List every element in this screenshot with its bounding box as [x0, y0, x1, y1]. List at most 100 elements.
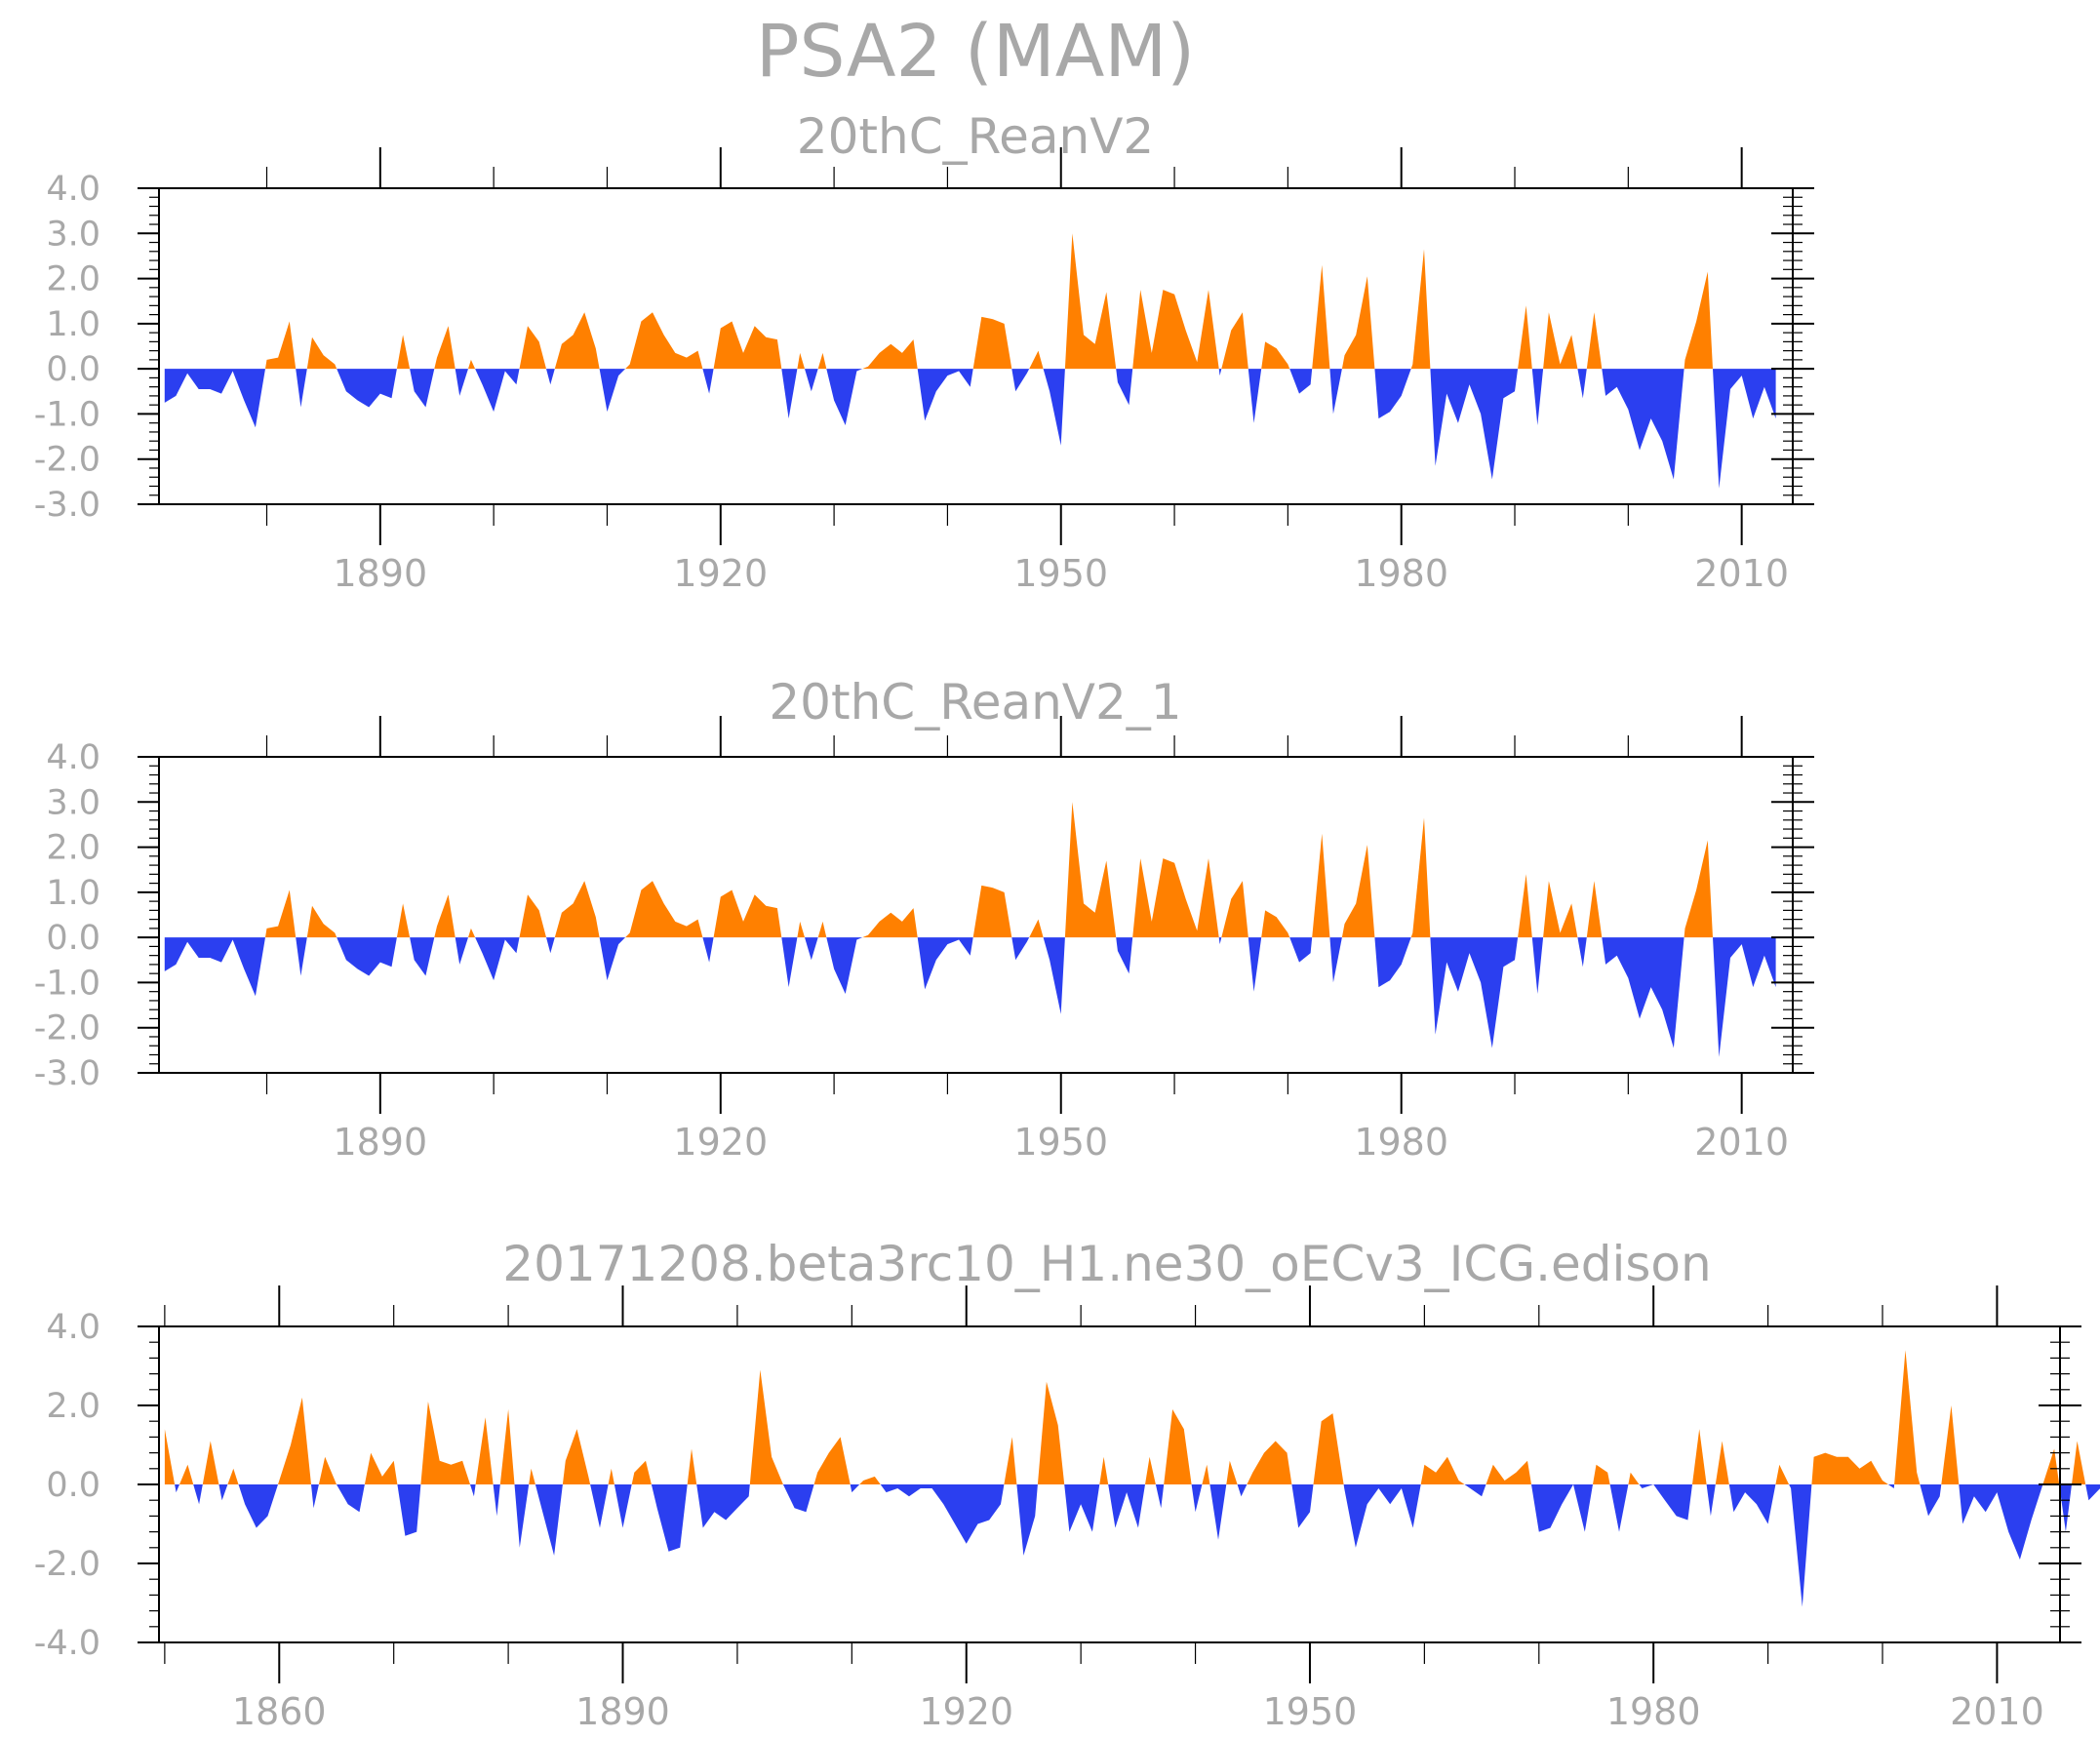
positive-area — [1029, 919, 1044, 938]
x-tick-label: 2010 — [1694, 1121, 1789, 1164]
negative-anomaly-series — [164, 369, 1776, 489]
y-tick-label: -4.0 — [34, 1624, 100, 1663]
x-axis: 1890 1920 1950 1980 2010 — [265, 147, 1789, 595]
panel-20thc-reanv2: 20thC_ReanV2 4.0 3.0 2.0 1.0 0.0 -1.0 -2.0 -3.0… — [34, 108, 1814, 595]
negative-area — [546, 937, 555, 954]
x-tick-label: 1980 — [1606, 1690, 1701, 1733]
negative-area — [1609, 1484, 1629, 1532]
positive-area — [608, 1468, 614, 1484]
negative-area — [546, 369, 555, 385]
positive-area — [972, 885, 1012, 938]
positive-area — [1518, 874, 1532, 938]
y-axis: 4.0 2.0 0.0 -2.0 -4.0 — [34, 1308, 2081, 1663]
positive-area — [1811, 1452, 1888, 1484]
negative-area — [1016, 1484, 1038, 1556]
y-tick-label: -1.0 — [34, 964, 100, 1003]
negative-anomaly-series — [164, 937, 1776, 1057]
positive-area — [396, 335, 411, 370]
y-tick-label: 3.0 — [46, 783, 100, 822]
negative-area — [470, 1484, 476, 1497]
x-tick-label: 1980 — [1354, 552, 1448, 595]
panel-e3sm-edison: 20171208.beta3rc10_H1.ne30_oECv3_ICG.edi… — [34, 1236, 2100, 1733]
panel-title: 20171208.beta3rc10_H1.ne30_oECv3_ICG.edi… — [502, 1236, 1711, 1292]
negative-area — [1289, 937, 1313, 963]
negative-area — [1728, 1484, 1776, 1524]
negative-area — [1430, 937, 1519, 1048]
x-axis: 1890 1920 1950 1980 2010 — [265, 716, 1789, 1164]
positive-area — [1420, 1456, 1465, 1484]
x-tick-label: 1890 — [575, 1690, 670, 1733]
negative-area — [1218, 369, 1222, 376]
positive-area — [519, 894, 546, 938]
negative-area — [1343, 1484, 1421, 1548]
positive-area — [1486, 1460, 1531, 1484]
positive-area — [554, 312, 600, 370]
negative-area — [1464, 1484, 1486, 1497]
positive-area — [1261, 341, 1290, 370]
x-axis: 1860 1890 1920 1950 1980 2010 — [164, 1285, 2044, 1733]
y-tick-label: -3.0 — [34, 1054, 100, 1093]
positive-area — [1684, 271, 1713, 370]
negative-area — [781, 937, 798, 988]
positive-area — [1164, 1409, 1192, 1484]
negative-area — [1602, 937, 1684, 1048]
positive-area — [164, 1429, 176, 1484]
negative-area — [917, 937, 973, 990]
negative-area — [826, 937, 863, 994]
x-tick-label: 1950 — [1013, 552, 1108, 595]
negative-area — [1374, 369, 1411, 419]
positive-area — [1037, 1381, 1065, 1484]
positive-area — [1593, 1464, 1610, 1484]
negative-area — [1573, 1484, 1593, 1532]
y-tick-label: -2.0 — [34, 1009, 100, 1048]
y-axis: 4.0 3.0 2.0 1.0 0.0 -1.0 -2.0 -3.0 — [34, 738, 1814, 1093]
positive-area — [529, 1468, 535, 1484]
positive-area — [972, 316, 1012, 370]
negative-area — [781, 369, 798, 419]
positive-area — [1226, 1460, 1238, 1484]
positive-area — [1341, 276, 1375, 370]
positive-area — [179, 1464, 194, 1484]
negative-area — [1959, 1484, 2043, 1560]
positive-area — [2042, 1448, 2060, 1484]
negative-area — [1430, 369, 1519, 480]
positive-area — [265, 321, 297, 370]
negative-area — [1289, 369, 1313, 394]
positive-area — [1029, 350, 1044, 370]
negative-area — [193, 1484, 203, 1505]
negative-area — [805, 937, 818, 961]
negative-area — [410, 369, 435, 408]
positive-area — [1543, 312, 1578, 370]
positive-area — [1692, 1429, 1707, 1484]
positive-area — [562, 1429, 591, 1484]
plot-frame — [158, 187, 1794, 505]
positive-area — [713, 889, 782, 938]
negative-area — [1602, 369, 1684, 480]
y-tick-label: 3.0 — [46, 215, 100, 254]
positive-area — [1313, 1413, 1344, 1484]
positive-area — [1684, 840, 1713, 938]
negative-area — [1531, 937, 1544, 994]
y-tick-label: 0.0 — [46, 1466, 100, 1505]
negative-area — [651, 1484, 688, 1552]
negative-area — [614, 1484, 632, 1528]
negative-area — [1237, 1484, 1248, 1497]
positive-area — [1586, 312, 1603, 370]
x-tick-label: 1920 — [919, 1690, 1013, 1733]
y-tick-label: 1.0 — [46, 305, 100, 344]
negative-area — [455, 369, 468, 396]
positive-area — [202, 1441, 219, 1484]
negative-area — [337, 1484, 365, 1513]
y-tick-label: -2.0 — [34, 441, 100, 480]
positive-area — [797, 921, 805, 938]
negative-area — [1374, 937, 1411, 988]
positive-area — [1410, 249, 1431, 370]
y-tick-label: 0.0 — [46, 350, 100, 389]
positive-area — [859, 1476, 881, 1484]
y-tick-label: 2.0 — [46, 1387, 100, 1426]
positive-area — [1775, 1464, 1790, 1484]
negative-area — [535, 1484, 563, 1556]
negative-area — [1329, 937, 1342, 983]
positive-area — [554, 881, 600, 938]
negative-area — [590, 1484, 609, 1528]
